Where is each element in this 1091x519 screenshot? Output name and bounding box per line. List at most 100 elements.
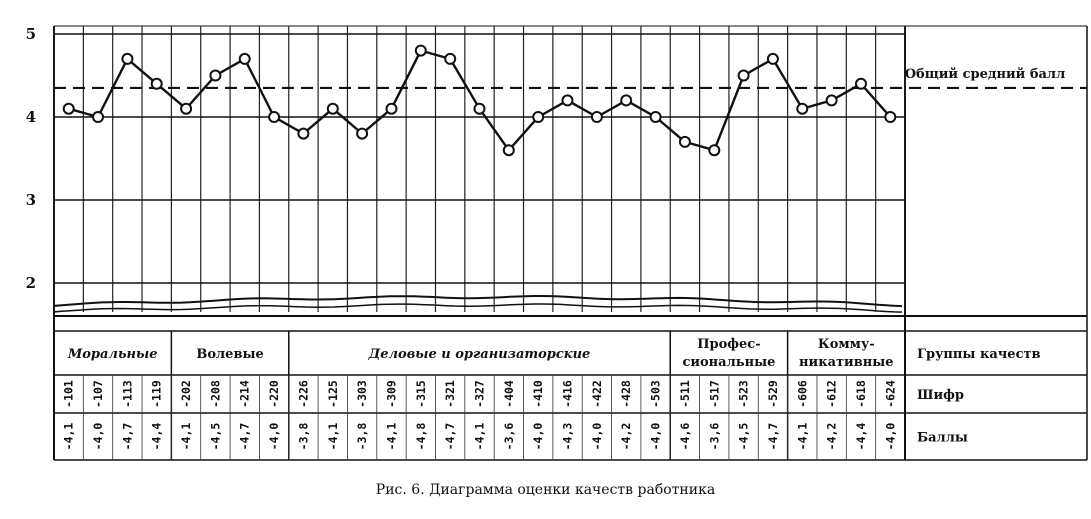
y-tick-label: 3	[26, 191, 36, 209]
score-label: -4,7	[443, 423, 457, 451]
data-point	[297, 127, 310, 140]
wavy-break-upper	[53, 295, 903, 308]
data-point	[502, 144, 515, 157]
data-point	[473, 102, 486, 115]
score-label: -4,7	[120, 423, 134, 451]
score-label: -4,5	[208, 423, 222, 451]
group-label-line: Профес-	[697, 337, 760, 352]
group-label: Волевые	[196, 347, 263, 362]
code-label: -606	[795, 380, 809, 408]
code-label: -416	[561, 380, 575, 408]
wavy-break-lower	[53, 303, 903, 313]
score-label: -4,4	[854, 423, 868, 451]
score-series	[62, 44, 897, 157]
code-label: -101	[62, 380, 76, 408]
score-label: -4,0	[267, 423, 281, 451]
code-label: -529	[766, 380, 780, 408]
score-label: -4,0	[883, 423, 897, 451]
group-label-line: сиональные	[682, 355, 775, 370]
row-label-score: Баллы	[917, 431, 968, 446]
code-label: -523	[737, 380, 751, 408]
score-label: -4,7	[238, 423, 252, 451]
data-point	[180, 102, 193, 115]
chart-caption: Рис. 6. Диаграмма оценки качеств работни…	[375, 482, 716, 498]
code-label: -107	[91, 380, 105, 408]
score-label: -4,2	[619, 423, 633, 451]
code-label: -202	[179, 380, 193, 408]
data-point	[356, 127, 369, 140]
data-point	[766, 52, 779, 65]
data-point	[708, 144, 721, 157]
data-point	[855, 77, 867, 90]
code-label: -422	[590, 380, 604, 408]
legend-table: Моральные Волевые Деловые и организаторски…	[54, 315, 1087, 461]
code-label: -309	[384, 380, 398, 408]
data-point	[590, 111, 603, 123]
score-label: -4,6	[678, 423, 692, 451]
score-label: -4,0	[531, 423, 545, 451]
data-point	[796, 102, 809, 115]
group-label: Моральные	[67, 347, 158, 362]
score-label: -4,3	[561, 423, 575, 451]
score-label: -4,7	[766, 423, 780, 451]
chart: Моральные Волевые Деловые и организаторски…	[26, 25, 1088, 461]
data-point	[92, 111, 104, 123]
score-label: -4,1	[326, 423, 340, 451]
average-line-group: Общий средний балл	[54, 67, 1087, 90]
code-label: -624	[883, 380, 897, 408]
score-label: -4,0	[91, 423, 105, 451]
data-point	[884, 111, 897, 123]
data-point	[385, 102, 398, 115]
code-label: -208	[208, 380, 222, 408]
data-point	[268, 111, 281, 123]
data-point	[62, 102, 75, 115]
code-label: -214	[238, 380, 252, 408]
group-label: Деловые и организаторские	[368, 347, 591, 362]
code-label: -119	[150, 380, 164, 408]
y-tick-label: 4	[26, 108, 36, 126]
average-label: Общий средний балл	[905, 67, 1066, 82]
code-label: -327	[473, 380, 487, 408]
group-label-line: Комму-	[818, 337, 875, 352]
data-point	[649, 111, 662, 123]
score-label: -4,1	[179, 423, 193, 451]
code-label: -404	[502, 380, 516, 408]
data-point	[561, 94, 574, 107]
column-labels: -101 -4,1 -107 -4,0 -113 -4,7 -119 -4,4 -202 -4,1…	[62, 380, 898, 450]
y-tick-label: 2	[26, 274, 36, 292]
score-label: -3,6	[502, 423, 516, 451]
data-point	[238, 52, 251, 65]
data-point	[620, 94, 633, 107]
code-label: -612	[825, 380, 839, 408]
code-label: -410	[531, 380, 545, 408]
group-label-line: никативные	[799, 355, 894, 370]
score-label: -3,8	[355, 423, 369, 451]
score-label: -4,8	[414, 423, 428, 451]
score-label: -4,1	[473, 423, 487, 451]
row-label-code: Шифр	[917, 388, 964, 403]
code-label: -220	[267, 380, 281, 408]
data-point	[150, 77, 163, 90]
data-point	[678, 135, 691, 148]
plot-grid	[53, 25, 1088, 460]
code-label: -428	[619, 380, 633, 408]
data-point	[444, 52, 457, 65]
score-label: -3,8	[296, 423, 310, 451]
code-label: -511	[678, 380, 692, 408]
code-label: -517	[707, 380, 721, 408]
score-label: -4,4	[150, 423, 164, 451]
code-label: -321	[443, 380, 457, 408]
score-label: -4,2	[825, 423, 839, 451]
data-point	[209, 69, 222, 82]
code-label: -113	[120, 380, 134, 408]
score-label: -4,0	[649, 423, 663, 451]
code-label: -125	[326, 380, 340, 408]
series-line	[68, 49, 892, 152]
code-label: -226	[296, 380, 310, 408]
score-label: -4,0	[590, 423, 604, 451]
code-label: -303	[355, 380, 369, 408]
y-tick-label: 5	[26, 25, 36, 43]
data-point	[532, 111, 545, 123]
data-point	[121, 52, 134, 65]
score-label: -4,1	[384, 423, 398, 451]
